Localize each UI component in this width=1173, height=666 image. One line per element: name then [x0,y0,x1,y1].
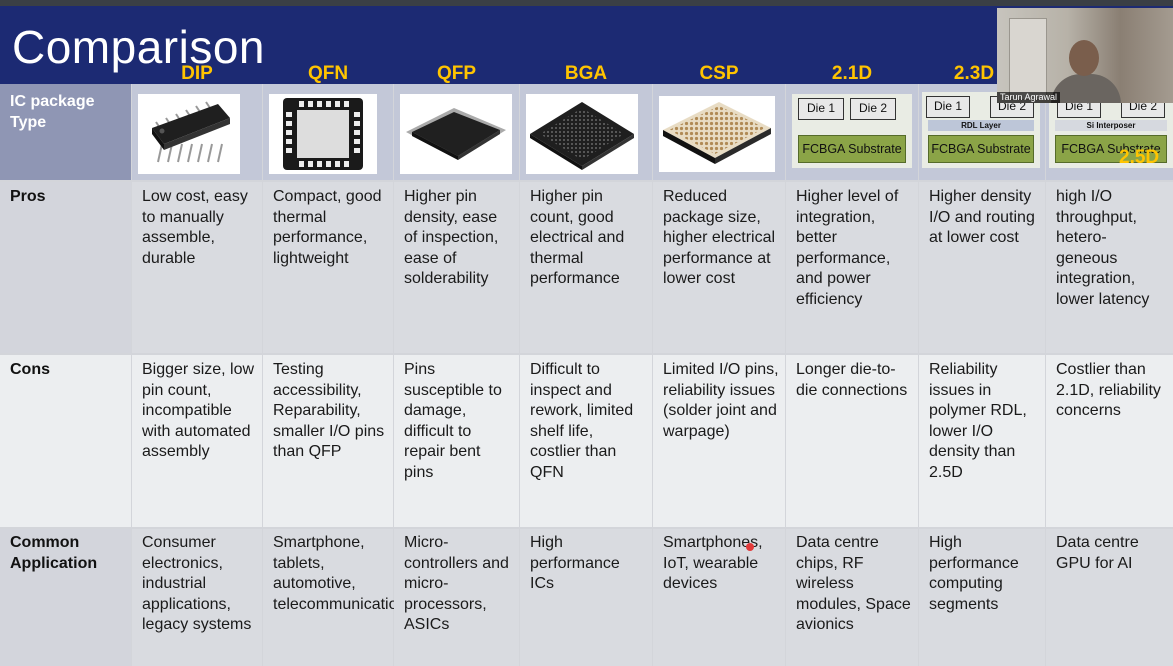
bga-image-cell [520,84,652,180]
row-header-cons: Cons [0,355,131,527]
dip-package-image [138,94,240,174]
pros-dip: Low cost, easy to manually assemble, dur… [132,182,262,353]
slide-title: Comparison [12,21,265,73]
die-2-box: Die 2 [850,98,896,120]
csp-package-image [659,96,775,172]
app-qfp: Micro-controllers and micro-processors, … [394,529,519,666]
cons-bga: Difficult to inspect and rework, limited… [520,355,652,527]
app-qfn: Smartphone, tablets, automotive, telecom… [263,529,414,666]
row-header-type: IC package Type [0,84,131,180]
column-label-2-5d: 2.5D [1119,147,1160,168]
pros-csp: Reduced package size, higher electrical … [653,182,785,353]
cons-2-1d: Longer die-to-die connections [786,355,918,527]
slide-header: Comparison [0,6,1173,84]
cons-dip: Bigger size, low pin count, incompatible… [132,355,262,527]
die-1-box: Die 1 [926,96,970,118]
webcam-thumbnail[interactable]: Tarun Agrawal [997,8,1173,103]
2-1d-diagram: Die 1 Die 2 FCBGA Substrate [792,94,912,168]
webcam-person-head [1069,40,1099,76]
column-header-dip: DIP [181,63,213,84]
bga-package-image [526,94,638,174]
app-bga: High performance ICs [520,529,652,666]
pros-qfn: Compact, good thermal performance, light… [263,182,393,353]
row-header-pros: Pros [0,182,131,353]
qfn-image-cell [263,84,393,180]
qfp-image-cell [394,84,519,180]
fcbga-substrate: FCBGA Substrate [928,135,1034,163]
app-2-5d: Data centre GPU for AI [1046,529,1173,666]
cons-csp: Limited I/O pins, reliability issues (so… [653,355,785,527]
csp-image-cell [653,84,785,180]
fcbga-substrate: FCBGA Substrate [1055,135,1167,163]
app-dip: Consumer electronics, industrial applica… [132,529,262,666]
pros-qfp: Higher pin density, ease of inspection, … [394,182,519,353]
cons-qfn: Testing accessibility, Reparability, sma… [263,355,393,527]
pros-2-1d: Higher level of integration, better perf… [786,182,918,353]
pros-2-3d: Higher density I/O and routing at lower … [919,182,1045,353]
qfp-package-image [400,94,512,174]
app-2-1d: Data centre chips, RF wireless modules, … [786,529,918,666]
pointer-dot-icon [746,543,754,551]
webcam-background [1009,18,1047,100]
participant-name: Tarun Agrawal [997,92,1061,103]
cons-2-5d: Costlier than 2.1D, reliability concerns [1046,355,1173,527]
fcbga-substrate: FCBGA Substrate [798,135,906,163]
app-2-3d: High performance computing segments [919,529,1045,666]
app-csp: Smartphones, IoT, wearable devices [653,529,785,666]
column-header-2-1d: 2.1D [831,63,873,84]
column-header-bga: BGA [564,63,608,84]
window-top-bar [0,0,1173,6]
pros-2-5d: high I/O throughput, hetero-geneous inte… [1046,182,1173,353]
column-header-2-3d: 2.3D [953,63,995,84]
dip-image-cell [132,84,262,180]
column-header-qfp: QFP [436,63,477,84]
die-1-box: Die 1 [798,98,844,120]
column-header-qfn: QFN [307,63,349,84]
webcam-person-body [1051,74,1121,103]
cons-2-3d: Reliability issues in polymer RDL, lower… [919,355,1045,527]
2-1d-image-cell: Die 1 Die 2 FCBGA Substrate [786,84,918,180]
pros-bga: Higher pin count, good electrical and th… [520,182,652,353]
cons-qfp: Pins susceptible to damage, difficult to… [394,355,519,527]
rdl-layer: RDL Layer [928,120,1034,131]
qfn-package-image [269,94,377,174]
column-header-csp: CSP [699,63,739,84]
row-header-application: Common Application [0,529,131,666]
2-3d-diagram: Die 1 Die 2 RDL Layer FCBGA Substrate [922,92,1040,168]
si-interposer: Si Interposer [1055,120,1167,131]
